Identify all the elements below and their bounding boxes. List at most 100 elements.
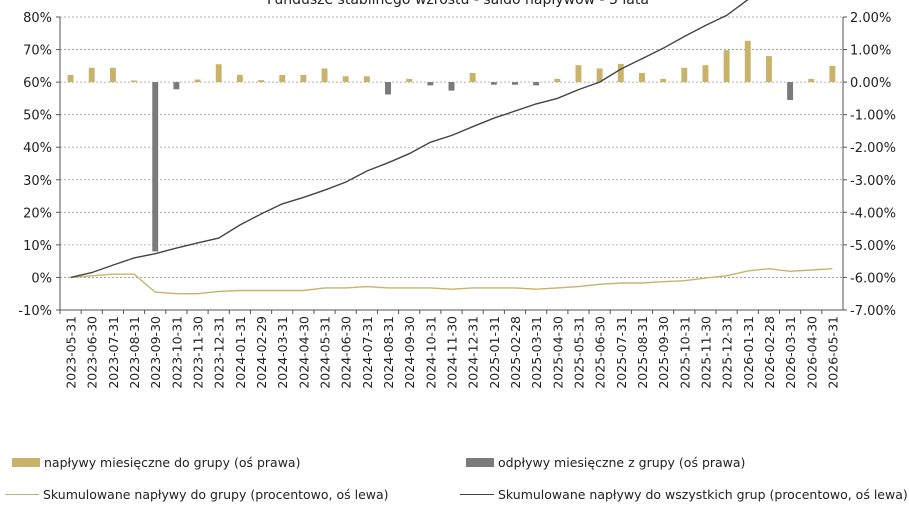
legend-swatch-inflows [12,458,40,467]
x-tick-label: 2025-02-28 [508,316,523,389]
bar-inflow [765,56,772,83]
bar-inflow [88,67,95,83]
bars [67,40,836,252]
lines [70,0,833,295]
x-tick-label: 2023-07-31 [106,316,121,389]
bar-inflow [808,78,815,83]
bar-outflow [173,82,180,90]
x-tick-label: 2025-01-31 [487,316,502,389]
x-tick-label: 2026-02-28 [762,316,777,389]
bar-inflow [829,65,836,83]
bar-inflow [702,65,709,83]
y-left-tick-label: 0% [31,271,52,286]
bar-inflow [67,74,74,83]
y-right-tick-label: -7.00% [850,304,896,319]
x-tick-label: 2025-06-30 [593,316,608,389]
x-tick-label: 2024-12-31 [466,316,481,389]
x-tick-label: 2024-03-31 [275,316,290,389]
x-tick-label: 2024-04-30 [296,316,311,389]
x-tick-label: 2025-12-31 [720,316,735,389]
bar-outflow [427,82,434,86]
x-tick-label: 2026-05-31 [825,316,840,389]
y-axis-right: 2.00% 1.00% 0.00% -1.00% -2.00% -3.00% -4.00% -… [842,11,896,319]
bar-inflow [744,40,751,83]
y-right-tick-label: -2.00% [850,141,896,156]
y-right-tick-label: -4.00% [850,206,896,221]
bar-outflow [512,82,518,85]
bar-inflow [342,76,349,83]
legend-item-inflows: napływy miesięczne do grupy (oś prawa) [12,455,300,470]
x-tick-label: 2024-07-31 [360,316,375,389]
legend-label-outflows: odpływy miesięczne z grupy (oś prawa) [498,455,746,470]
x-tick-label: 2025-11-30 [698,316,713,389]
bar-outflow [533,82,540,86]
x-tick-label: 2024-05-31 [318,316,333,389]
legend-label-cum-all: Skumulowane napływy do wszystkich grup (… [498,487,908,502]
legend-label-inflows: napływy miesięczne do grupy (oś prawa) [44,455,301,470]
bar-inflow [596,68,603,83]
x-tick-label: 2024-08-31 [381,316,396,389]
x-tick-label: 2023-10-31 [169,316,184,389]
bar-inflow [279,74,286,83]
x-tick-label: 2023-09-30 [148,316,163,389]
bar-inflow [469,72,476,83]
legend-swatch-cum-group [5,494,39,495]
bar-inflow [131,80,138,83]
x-tick-label: 2025-10-31 [677,316,692,389]
bar-inflow [681,67,688,83]
line-cumulative-all [70,0,749,279]
chart-title: Fundusze stabilnego wzrostu - saldo napł… [267,0,649,8]
legend-swatch-outflows [466,458,494,467]
y-left-tick-label: 20% [23,206,52,221]
y-right-tick-label: 2.00% [850,11,891,26]
y-right-tick-label: 0.00% [850,76,891,91]
bar-inflow [638,72,645,83]
y-right-tick-label: 1.00% [850,44,891,59]
legend-label-cum-group: Skumulowane napływy do grupy (procentowo… [43,487,389,502]
legend-item-outflows: odpływy miesięczne z grupy (oś prawa) [466,455,745,470]
x-tick-label: 2023-08-31 [127,316,142,389]
line-cumulative-group [70,267,833,295]
bar-inflow [109,67,116,83]
bar-inflow [575,65,582,83]
x-tick-label: 2023-05-31 [64,316,79,389]
bar-inflow [554,78,561,83]
x-tick-label: 2025-04-30 [550,316,565,389]
bar-inflow [258,80,265,83]
bar-inflow [321,68,328,83]
y-left-tick-label: 40% [23,141,52,156]
x-tick-label: 2024-10-31 [423,316,438,389]
x-tick-label: 2024-11-30 [445,316,460,389]
x-tick-label: 2026-01-31 [741,316,756,389]
bar-inflow [300,74,307,83]
y-left-tick-label: 10% [23,239,52,254]
x-tick-label: 2024-02-29 [254,316,269,389]
y-left-tick-label: 30% [23,174,52,189]
bar-outflow [490,82,497,85]
y-left-tick-label: 80% [23,11,52,26]
x-tick-label: 2025-08-31 [635,316,650,389]
bar-outflow [787,82,794,101]
x-tick-label: 2024-01-31 [233,316,248,389]
x-tick-label: 2025-09-30 [656,316,671,389]
legend-swatch-cum-all [460,494,494,495]
x-tick-label: 2023-11-30 [191,316,206,389]
bar-inflow [194,79,201,83]
y-left-tick-label: 70% [23,44,52,59]
bar-inflow [363,76,370,83]
x-tick-label: 2026-03-31 [783,316,798,389]
x-tick-label: 2026-04-30 [804,316,819,389]
x-tick-label: 2025-05-31 [571,316,586,389]
y-axis-left: 80% 70% 60% 50% 40% 30% 20% 10% 0% -10% [18,11,61,319]
x-tick-label: 2025-07-31 [614,316,629,389]
bar-inflow [617,63,624,83]
bar-outflow [152,82,159,252]
bar-inflow [406,78,413,83]
bar-inflow [236,74,243,83]
x-tick-label: 2023-06-30 [85,316,100,389]
x-axis: 2023-05-31 2023-06-30 2023-07-31 2023-08-31… [59,309,843,389]
x-tick-label: 2024-09-30 [402,316,417,389]
bar-inflow [660,78,667,83]
y-left-tick-label: -10% [18,304,52,319]
y-right-tick-label: -5.00% [850,239,896,254]
